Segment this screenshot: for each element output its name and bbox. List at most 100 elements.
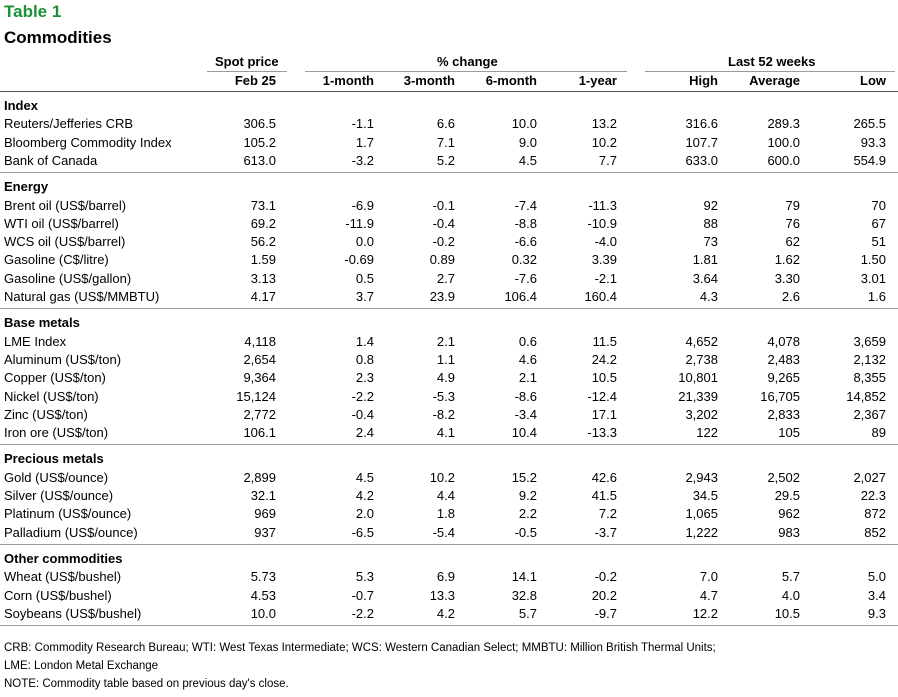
cell-three-month: -0.4	[432, 215, 455, 231]
row-label: Corn (US$/bushel)	[4, 587, 112, 603]
cell-one-month: -0.7	[351, 587, 374, 603]
spot-price-header: Spot price	[215, 54, 279, 69]
header-bottom-rule	[0, 91, 898, 92]
row-label: Platinum (US$/ounce)	[4, 506, 132, 522]
cell-six-month: 0.6	[518, 333, 537, 349]
table-title: Commodities	[4, 28, 112, 47]
cell-average: 5.7	[781, 569, 800, 585]
cell-high: 7.0	[699, 569, 718, 585]
column-header-one-year: 1-year	[578, 73, 617, 88]
cell-one-month: -0.4	[351, 406, 374, 422]
cell-high: 4.7	[699, 587, 718, 603]
cell-high: 12.2	[692, 605, 718, 621]
cell-one-year: 11.5	[592, 333, 617, 349]
cell-spot-price: 15,124	[236, 388, 276, 404]
cell-high: 316.6	[685, 116, 718, 132]
cell-one-month: 2.4	[355, 425, 374, 441]
cell-six-month: -6.6	[514, 234, 537, 250]
cell-six-month: 10.4	[511, 425, 537, 441]
row-label: Gasoline (US$/gallon)	[4, 270, 132, 286]
column-header-one-month: 1-month	[322, 73, 374, 88]
cell-one-year: -0.2	[594, 569, 617, 585]
cell-spot-price: 2,654	[243, 351, 276, 367]
cell-spot-price: 3.13	[250, 270, 276, 286]
row-label: LME Index	[4, 333, 67, 349]
cell-three-month: -8.2	[432, 406, 455, 422]
row-label: Natural gas (US$/MMBTU)	[4, 289, 160, 304]
column-header-average: Average	[749, 73, 800, 88]
cell-average: 16,705	[760, 388, 800, 404]
cell-low: 14,852	[846, 388, 886, 404]
cell-low: 2,367	[853, 406, 886, 422]
cell-three-month: 4.9	[436, 370, 455, 386]
section-header: Other commodities	[0, 550, 898, 568]
cell-low: 22.3	[860, 488, 886, 503]
cell-three-month: 23.9	[429, 289, 455, 304]
section-divider	[0, 308, 898, 310]
table-row: Platinum (US$/ounce) 969 2.0 1.8 2.2 7.2 1,065…	[0, 505, 898, 523]
table-row: Wheat (US$/bushel) 5.73 5.3 6.9 14.1 -0.2 7.0 5…	[0, 568, 898, 586]
cell-three-month: 1.8	[436, 506, 455, 522]
cell-average: 2,483	[767, 351, 800, 367]
cell-high: 1,222	[685, 524, 718, 540]
cell-one-month: 1.7	[355, 134, 374, 150]
table-row: WTI oil (US$/barrel) 69.2 -11.9 -0.4 -8.8 -10…	[0, 215, 898, 233]
column-header-three-month: 3-month	[403, 73, 455, 88]
table-row: Brent oil (US$/barrel) 73.1 -6.9 -0.1 -7.4 -1…	[0, 197, 898, 215]
cell-one-month: 5.3	[355, 569, 374, 585]
pct-change-header: % change	[437, 54, 498, 69]
cell-one-month: 3.7	[355, 289, 374, 304]
cell-spot-price: 56.2	[250, 234, 276, 250]
cell-spot-price: 73.1	[250, 197, 276, 213]
cell-one-month: -2.2	[351, 388, 374, 404]
cell-six-month: -8.8	[514, 215, 537, 231]
cell-low: 2,027	[853, 469, 886, 485]
cell-low: 93.3	[860, 134, 886, 150]
cell-one-month: -11.9	[345, 215, 374, 231]
cell-low: 8,355	[853, 370, 886, 386]
cell-three-month: -0.1	[432, 197, 455, 213]
cell-six-month: -0.5	[514, 524, 537, 540]
cell-average: 962	[778, 506, 800, 522]
spot-price-underline	[207, 71, 287, 72]
row-label: Copper (US$/ton)	[4, 370, 106, 386]
cell-three-month: 6.9	[436, 569, 455, 585]
cell-one-month: 0.5	[355, 270, 374, 286]
cell-spot-price: 4.53	[250, 587, 276, 603]
cell-low: 1.50	[860, 252, 886, 268]
cell-high: 2,943	[685, 469, 718, 485]
cell-spot-price: 105.2	[243, 134, 276, 150]
cell-high: 4.3	[699, 289, 718, 304]
cell-one-year: 7.7	[598, 152, 617, 168]
cell-six-month: 2.2	[518, 506, 537, 522]
cell-three-month: 1.1	[436, 351, 455, 367]
cell-one-month: -2.2	[351, 605, 374, 621]
table-row: Soybeans (US$/bushel) 10.0 -2.2 4.2 5.7 -9.7 1…	[0, 605, 898, 623]
cell-average: 600.0	[767, 152, 800, 168]
cell-average: 62	[785, 234, 800, 250]
cell-average: 1.62	[774, 252, 800, 268]
cell-low: 70	[871, 197, 886, 213]
row-label: WTI oil (US$/barrel)	[4, 215, 119, 231]
cell-three-month: 5.2	[436, 152, 455, 168]
cell-one-year: -12.4	[587, 388, 617, 404]
cell-three-month: 4.1	[436, 425, 455, 441]
cell-high: 633.0	[685, 152, 718, 168]
cell-high: 4,652	[685, 333, 718, 349]
row-label: Silver (US$/ounce)	[4, 488, 114, 503]
cell-three-month: 0.89	[429, 252, 455, 268]
cell-three-month: -5.4	[432, 524, 455, 540]
cell-average: 289.3	[767, 116, 800, 132]
cell-low: 872	[864, 506, 886, 522]
section-divider	[0, 625, 898, 627]
cell-high: 1.81	[692, 252, 718, 268]
table-row: Palladium (US$/ounce) 937 -6.5 -5.4 -0.5 -3.7…	[0, 524, 898, 542]
last-52-weeks-underline	[645, 71, 895, 72]
row-label: Bloomberg Commodity Index	[4, 134, 172, 150]
section-title: Precious metals	[4, 451, 104, 467]
cell-six-month: 32.8	[511, 587, 537, 603]
cell-spot-price: 937	[254, 524, 276, 540]
cell-six-month: 9.2	[518, 488, 537, 503]
cell-low: 89	[871, 425, 886, 441]
table-row: Iron ore (US$/ton) 106.1 2.4 4.1 10.4 -13.3 12…	[0, 424, 898, 442]
